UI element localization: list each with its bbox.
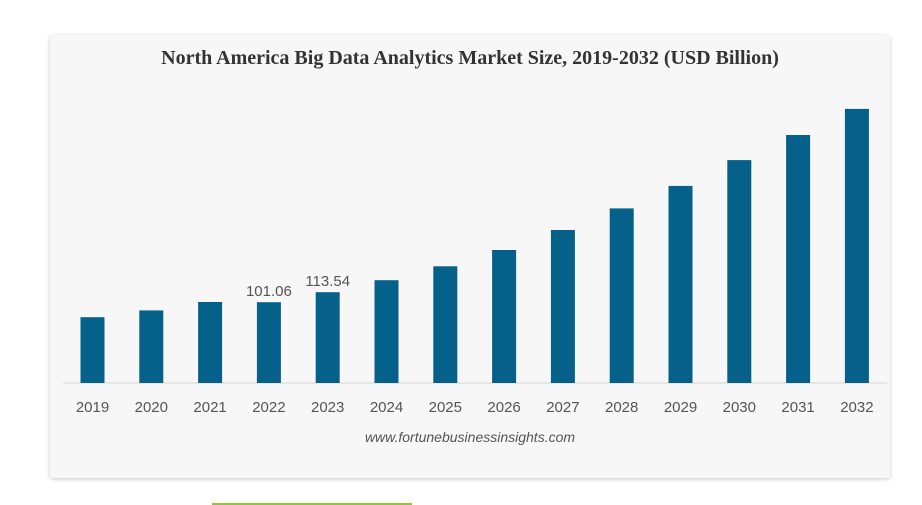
x-tick-label: 2022 <box>252 399 285 416</box>
chart-title: North America Big Data Analytics Market … <box>161 47 779 69</box>
accent-underline <box>212 503 412 505</box>
bar-chart: 2019 2020 2021 2022 101.06 2023 113.54 2024 2025… <box>63 108 887 416</box>
x-tick-label: 2031 <box>781 399 814 416</box>
x-tick-label: 2020 <box>135 399 168 416</box>
x-tick-label: 2030 <box>723 399 756 416</box>
bar-2019 <box>80 317 105 383</box>
bar-2032 <box>844 108 869 384</box>
x-tick-label: 2032 <box>840 399 873 416</box>
x-tick-label: 2021 <box>193 399 226 416</box>
x-tick-label: 2029 <box>664 399 697 416</box>
bar-2024 <box>374 280 399 383</box>
bar-2029 <box>668 185 693 383</box>
bar-2023 <box>315 292 340 383</box>
x-tick-label: 2026 <box>487 399 520 416</box>
chart-card: North America Big Data Analytics Market … <box>50 35 890 478</box>
bar-2020 <box>139 310 164 383</box>
x-tick-label: 2023 <box>311 399 344 416</box>
x-tick-label: 2028 <box>605 399 638 416</box>
x-tick-label: 2019 <box>76 399 109 416</box>
bar-2026 <box>492 250 517 383</box>
bar-2022 <box>256 302 281 383</box>
data-label-2023: 113.54 <box>305 273 350 290</box>
bar-2027 <box>550 230 575 383</box>
bar-2028 <box>609 208 634 383</box>
source-credit: www.fortunebusinessinsights.com <box>364 429 576 445</box>
bar-2021 <box>198 302 223 383</box>
bar-2031 <box>786 135 811 383</box>
bar-2025 <box>433 266 458 383</box>
bar-2030 <box>727 160 752 383</box>
x-tick-label: 2025 <box>429 399 462 416</box>
data-label-2022: 101.06 <box>246 283 292 300</box>
x-tick-label: 2027 <box>546 399 579 416</box>
x-tick-label: 2024 <box>370 399 403 416</box>
